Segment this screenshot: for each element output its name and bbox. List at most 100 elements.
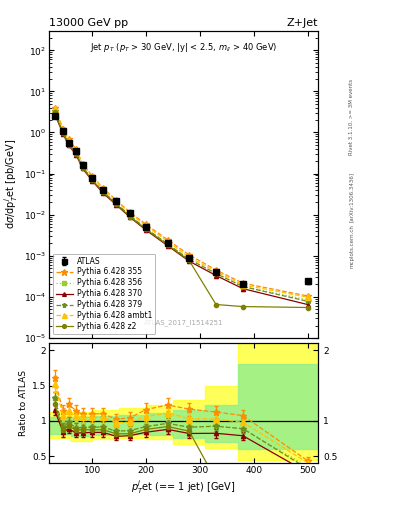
Pythia 6.428 356 (187, 256, 191, 262)
Pythia 6.428 z2 (90, 177, 95, 183)
Pythia 6.428 356 (128, 212, 132, 219)
Pythia 6.428 370 (66, 142, 71, 148)
Pythia 6.428 355 (305, 293, 310, 299)
Pythia 6.428 370 (90, 178, 95, 184)
Pythia 6.428 355 (128, 209, 132, 215)
Pythia 6.428 z2 (165, 242, 170, 248)
Pythia 6.428 370 (305, 302, 310, 308)
Legend: ATLAS, Pythia 6.428 355, Pythia 6.428 356, Pythia 6.428 370, Pythia 6.428 379, P: ATLAS, Pythia 6.428 355, Pythia 6.428 35… (53, 253, 155, 334)
Pythia 6.428 370 (165, 243, 170, 249)
Pythia 6.428 356 (144, 225, 149, 231)
Pythia 6.428 379 (241, 284, 245, 290)
Y-axis label: Ratio to ATLAS: Ratio to ATLAS (19, 370, 28, 436)
Y-axis label: d$\sigma$/dp$^j_T$et [pb/GeV]: d$\sigma$/dp$^j_T$et [pb/GeV] (2, 139, 20, 229)
Pythia 6.428 356 (101, 188, 105, 195)
Pythia 6.428 356 (61, 130, 66, 136)
Pythia 6.428 370 (214, 272, 219, 279)
Pythia 6.428 355 (187, 252, 191, 258)
Pythia 6.428 370 (187, 258, 191, 264)
Pythia 6.428 356 (165, 241, 170, 247)
Pythia 6.428 355 (80, 161, 85, 167)
Pythia 6.428 356 (241, 284, 245, 290)
Pythia 6.428 370 (74, 152, 79, 158)
Pythia 6.428 ambt1 (165, 239, 170, 245)
Pythia 6.428 355 (114, 197, 119, 203)
Pythia 6.428 379 (80, 164, 85, 170)
Pythia 6.428 379 (101, 188, 105, 195)
Line: Pythia 6.428 z2: Pythia 6.428 z2 (52, 110, 310, 310)
Pythia 6.428 ambt1 (214, 269, 219, 275)
Pythia 6.428 356 (90, 176, 95, 182)
Pythia 6.428 379 (66, 140, 71, 146)
Pythia 6.428 370 (52, 111, 57, 117)
Pythia 6.428 ambt1 (241, 282, 245, 288)
Pythia 6.428 379 (74, 150, 79, 156)
Pythia 6.428 379 (305, 298, 310, 304)
Pythia 6.428 379 (128, 212, 132, 219)
Pythia 6.428 355 (74, 146, 79, 152)
X-axis label: $p^j_T$et (== 1 jet) [GeV]: $p^j_T$et (== 1 jet) [GeV] (131, 478, 236, 496)
Line: Pythia 6.428 ambt1: Pythia 6.428 ambt1 (52, 106, 310, 300)
Pythia 6.428 379 (90, 176, 95, 182)
Pythia 6.428 379 (165, 241, 170, 247)
Pythia 6.428 ambt1 (114, 198, 119, 204)
Pythia 6.428 z2 (187, 258, 191, 264)
Pythia 6.428 370 (114, 202, 119, 208)
Pythia 6.428 355 (52, 104, 57, 111)
Pythia 6.428 379 (114, 200, 119, 206)
Pythia 6.428 355 (241, 280, 245, 286)
Pythia 6.428 370 (80, 165, 85, 172)
Pythia 6.428 z2 (74, 151, 79, 157)
Pythia 6.428 356 (52, 108, 57, 114)
Pythia 6.428 356 (114, 200, 119, 206)
Line: Pythia 6.428 379: Pythia 6.428 379 (52, 109, 310, 304)
Pythia 6.428 379 (61, 130, 66, 136)
Pythia 6.428 355 (61, 125, 66, 132)
Pythia 6.428 ambt1 (80, 161, 85, 167)
Pythia 6.428 356 (80, 164, 85, 170)
Pythia 6.428 356 (214, 270, 219, 276)
Pythia 6.428 ambt1 (61, 126, 66, 133)
Text: Rivet 3.1.10, >= 3M events: Rivet 3.1.10, >= 3M events (349, 79, 354, 155)
Pythia 6.428 ambt1 (128, 210, 132, 217)
Line: Pythia 6.428 356: Pythia 6.428 356 (52, 109, 310, 302)
Pythia 6.428 z2 (305, 305, 310, 311)
Pythia 6.428 z2 (61, 130, 66, 136)
Pythia 6.428 ambt1 (305, 294, 310, 300)
Pythia 6.428 z2 (144, 226, 149, 232)
Pythia 6.428 370 (61, 131, 66, 137)
Pythia 6.428 ambt1 (101, 186, 105, 192)
Pythia 6.428 ambt1 (74, 147, 79, 153)
Line: Pythia 6.428 370: Pythia 6.428 370 (52, 112, 310, 307)
Text: [arXiv:1306.3436]: [arXiv:1306.3436] (349, 172, 354, 222)
Pythia 6.428 356 (74, 150, 79, 156)
Pythia 6.428 355 (66, 136, 71, 142)
Text: Z+Jet: Z+Jet (287, 18, 318, 28)
Pythia 6.428 ambt1 (52, 105, 57, 112)
Text: mcplots.cern.ch: mcplots.cern.ch (349, 224, 354, 268)
Pythia 6.428 355 (90, 173, 95, 179)
Pythia 6.428 356 (66, 140, 71, 146)
Line: Pythia 6.428 355: Pythia 6.428 355 (51, 104, 311, 300)
Pythia 6.428 370 (101, 190, 105, 196)
Pythia 6.428 379 (52, 108, 57, 114)
Pythia 6.428 355 (165, 237, 170, 243)
Text: Jet $p_T$ ($p_T$ > 30 GeV, |y| < 2.5, $m_{ll}$ > 40 GeV): Jet $p_T$ ($p_T$ > 30 GeV, |y| < 2.5, $m… (90, 41, 277, 54)
Pythia 6.428 z2 (101, 189, 105, 196)
Pythia 6.428 370 (128, 214, 132, 220)
Pythia 6.428 379 (144, 225, 149, 231)
Pythia 6.428 z2 (214, 302, 219, 308)
Pythia 6.428 355 (214, 267, 219, 273)
Pythia 6.428 370 (144, 227, 149, 233)
Pythia 6.428 z2 (80, 164, 85, 170)
Pythia 6.428 ambt1 (187, 254, 191, 260)
Pythia 6.428 370 (241, 286, 245, 292)
Text: ATLAS_2017_I1514251: ATLAS_2017_I1514251 (144, 319, 224, 326)
Pythia 6.428 379 (187, 256, 191, 262)
Pythia 6.428 379 (214, 270, 219, 276)
Pythia 6.428 ambt1 (144, 223, 149, 229)
Pythia 6.428 ambt1 (90, 174, 95, 180)
Pythia 6.428 z2 (114, 201, 119, 207)
Pythia 6.428 z2 (66, 141, 71, 147)
Pythia 6.428 356 (305, 296, 310, 303)
